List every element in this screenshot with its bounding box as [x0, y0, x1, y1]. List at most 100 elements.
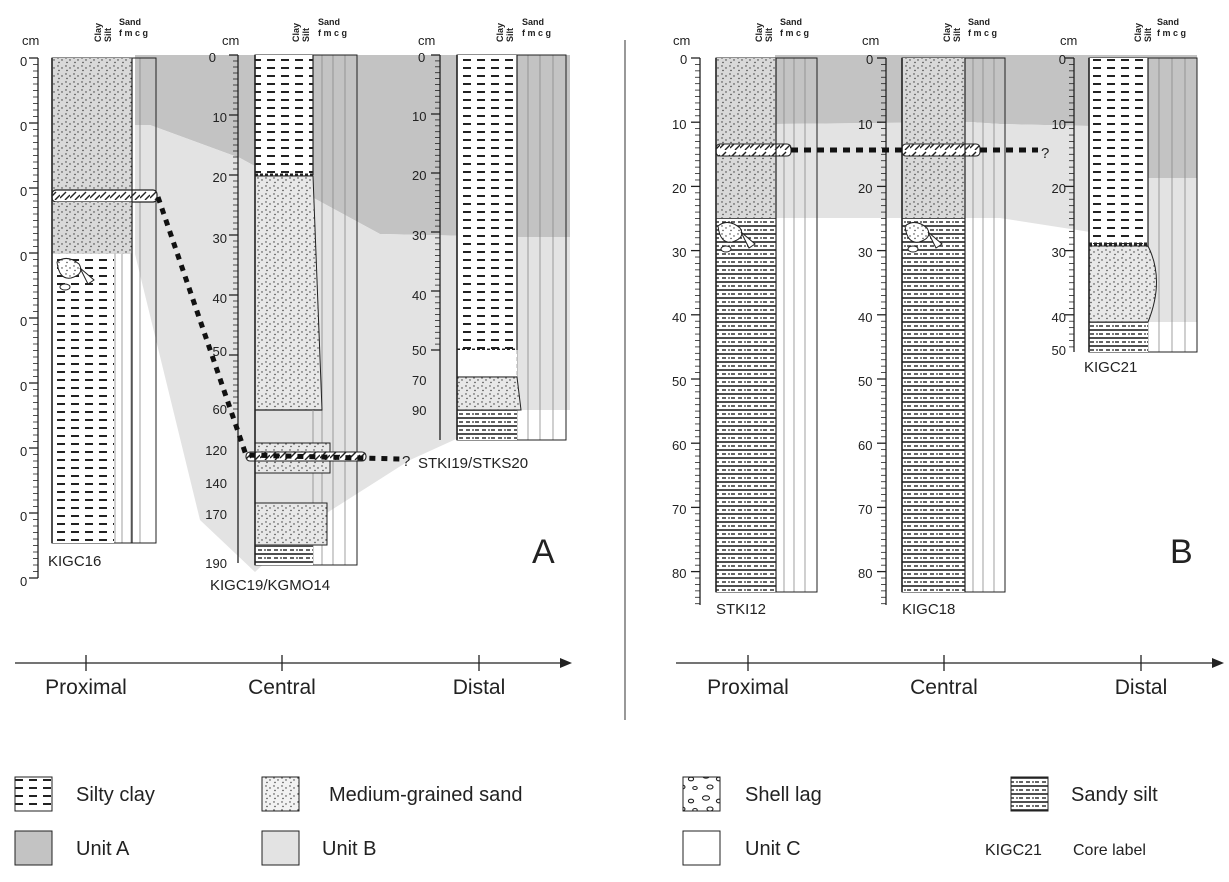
depth-ticks: 0 10 20 30 40 50: [1052, 52, 1066, 358]
svg-text:60: 60: [213, 402, 227, 417]
svg-text:Unit C: Unit C: [745, 838, 801, 860]
svg-text:0: 0: [1059, 52, 1066, 67]
depth-ruler: [1065, 57, 1074, 348]
axis-label-central: Central: [248, 676, 316, 699]
depth-ruler: [29, 57, 38, 579]
svg-text:170: 170: [205, 507, 227, 522]
core-stki12: cm Clay Silt Sand f m c g 0 10 20 30 40 …: [672, 17, 818, 618]
core-label: STKI19/STKS20: [418, 455, 528, 472]
svg-text:0: 0: [20, 574, 27, 589]
svg-text:0: 0: [20, 314, 27, 329]
depth-ruler: [691, 57, 700, 605]
svg-text:30: 30: [1052, 245, 1066, 260]
core-kigc18: cm Clay Silt Sand f m c g 0 10 20 30 40 …: [858, 17, 1006, 618]
depth-unit-label: cm: [22, 33, 39, 48]
depth-unit-label: cm: [1060, 33, 1077, 48]
core-label: KIGC16: [48, 553, 101, 570]
svg-text:Silt: Silt: [103, 28, 113, 42]
legend-core-label: KIGC21 Core label: [985, 842, 1146, 859]
svg-text:Unit A: Unit A: [76, 838, 130, 860]
svg-text:0: 0: [680, 52, 687, 67]
legend-unit-a: Unit A: [14, 830, 130, 866]
svg-text:f m c g: f m c g: [119, 28, 148, 38]
legend-unit-b: Unit B: [261, 830, 376, 866]
svg-text:Sand: Sand: [780, 17, 802, 27]
core-label: KIGC21: [1084, 359, 1137, 376]
svg-text:Clay: Clay: [495, 23, 505, 42]
svg-text:10: 10: [672, 117, 686, 132]
svg-text:Silt: Silt: [505, 28, 515, 42]
depth-unit-label: cm: [418, 33, 435, 48]
svg-text:0: 0: [418, 50, 425, 65]
svg-text:f m c g: f m c g: [968, 28, 997, 38]
svg-text:40: 40: [1052, 310, 1066, 325]
svg-text:Core label: Core label: [1073, 842, 1146, 859]
svg-text:Silt: Silt: [1143, 28, 1153, 42]
legend-unit-c: Unit C: [682, 830, 801, 866]
svg-text:KIGC21: KIGC21: [985, 842, 1042, 859]
svg-text:f m c g: f m c g: [1157, 28, 1186, 38]
svg-text:60: 60: [858, 438, 872, 453]
svg-text:Sand: Sand: [1157, 17, 1179, 27]
svg-text:f m c g: f m c g: [318, 28, 347, 38]
grain-size-header: Clay Silt Sand f m c g: [754, 17, 809, 42]
depth-ticks: 0 10 20 30 40 50 60 120 140 170 190: [205, 50, 227, 571]
panel-a: cm Clay Silt Sand f m c g 0 0 0 0 0 0 0 …: [15, 17, 572, 699]
svg-text:Silt: Silt: [301, 28, 311, 42]
svg-text:Clay: Clay: [1133, 23, 1143, 42]
svg-text:f m c g: f m c g: [780, 28, 809, 38]
svg-text:Sand: Sand: [522, 17, 544, 27]
core-label: KIGC18: [902, 601, 955, 618]
svg-text:Sand: Sand: [318, 17, 340, 27]
depth-ticks: 0 10 20 30 40 50 60 70 80: [858, 52, 873, 581]
svg-text:Silty clay: Silty clay: [76, 784, 155, 806]
svg-text:190: 190: [205, 556, 227, 571]
core-stki19-stks20: cm Clay Silt Sand f m c g 0 10 20 30 40 …: [412, 17, 567, 472]
shell-lag-symbol: [904, 222, 943, 253]
axis-label-proximal: Proximal: [707, 676, 789, 699]
svg-text:70: 70: [858, 502, 872, 517]
svg-text:50: 50: [213, 344, 227, 359]
svg-text:10: 10: [1052, 117, 1066, 132]
svg-text:70: 70: [672, 502, 686, 517]
svg-text:40: 40: [858, 310, 872, 325]
svg-text:10: 10: [213, 110, 227, 125]
svg-text:0: 0: [20, 379, 27, 394]
svg-text:20: 20: [858, 181, 872, 196]
svg-text:0: 0: [20, 54, 27, 69]
svg-text:0: 0: [20, 249, 27, 264]
depth-ticks: 0 10 20 30 40 50 60 70 80: [672, 52, 687, 581]
svg-text:Clay: Clay: [942, 23, 952, 42]
core-label: STKI12: [716, 601, 766, 618]
svg-text:30: 30: [412, 228, 426, 243]
depth-ruler: [229, 54, 238, 410]
legend-sandy-silt: Sandy silt: [1010, 776, 1158, 812]
svg-text:50: 50: [672, 374, 686, 389]
svg-text:30: 30: [672, 245, 686, 260]
core-kigc16: cm Clay Silt Sand f m c g 0 0 0 0 0 0 0 …: [20, 17, 158, 589]
transect-axis-b: Proximal Central Distal: [676, 655, 1224, 699]
depth-unit-label: cm: [862, 33, 879, 48]
depth-unit-label: cm: [222, 33, 239, 48]
svg-text:30: 30: [213, 231, 227, 246]
panel-letter-a: A: [532, 533, 555, 571]
svg-text:80: 80: [672, 566, 686, 581]
svg-text:Sandy silt: Sandy silt: [1071, 784, 1158, 806]
svg-text:Clay: Clay: [754, 23, 764, 42]
svg-text:20: 20: [213, 170, 227, 185]
svg-text:40: 40: [213, 291, 227, 306]
axis-label-distal: Distal: [453, 676, 506, 699]
core-label: KIGC19/KGMO14: [210, 577, 330, 594]
depth-ticks: 0 0 0 0 0 0 0 0 0: [20, 54, 27, 589]
svg-text:0: 0: [20, 184, 27, 199]
axis-label-distal: Distal: [1115, 676, 1168, 699]
legend-medium-sand: Medium-grained sand: [261, 776, 522, 812]
svg-text:Clay: Clay: [93, 23, 103, 42]
panel-letter-b: B: [1170, 533, 1193, 571]
correlation-line-panel-a: [155, 196, 401, 462]
svg-text:Sand: Sand: [968, 17, 990, 27]
grain-size-header: Clay Silt Sand f m c g: [1133, 17, 1186, 42]
svg-text:Unit B: Unit B: [322, 838, 376, 860]
svg-text:Shell lag: Shell lag: [745, 784, 822, 806]
